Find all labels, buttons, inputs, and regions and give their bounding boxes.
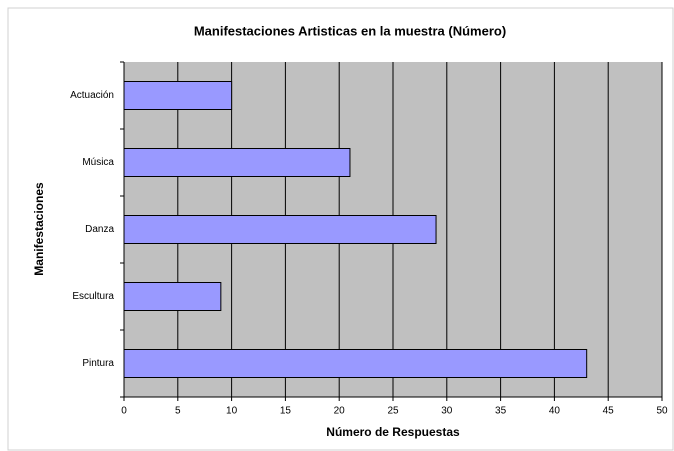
x-tick-label: 5 — [175, 406, 181, 417]
chart-title: Manifestaciones Artisticas en la muestra… — [194, 23, 506, 38]
x-tick-label: 50 — [656, 406, 668, 417]
y-tick-label: Escultura — [72, 291, 114, 302]
x-tick-label: 0 — [121, 406, 127, 417]
x-tick-label: 45 — [603, 406, 615, 417]
x-tick-label: 25 — [387, 406, 399, 417]
x-tick-label: 35 — [495, 406, 507, 417]
y-tick-label: Actuación — [70, 90, 114, 101]
bar — [123, 81, 233, 110]
x-axis-title: Número de Respuestas — [326, 425, 460, 439]
x-tick-label: 40 — [549, 406, 561, 417]
x-tick-label: 10 — [226, 406, 238, 417]
x-tick-label: 20 — [334, 406, 346, 417]
y-tick-label: Música — [82, 157, 114, 168]
bar — [123, 349, 588, 378]
bar — [123, 215, 437, 244]
y-axis-title: Manifestaciones — [32, 182, 46, 276]
bar — [123, 282, 222, 311]
bar — [123, 148, 351, 177]
y-tick-label: Danza — [85, 224, 114, 235]
x-tick-label: 15 — [280, 406, 292, 417]
x-tick-label: 30 — [441, 406, 453, 417]
y-tick-label: Pintura — [82, 358, 114, 369]
